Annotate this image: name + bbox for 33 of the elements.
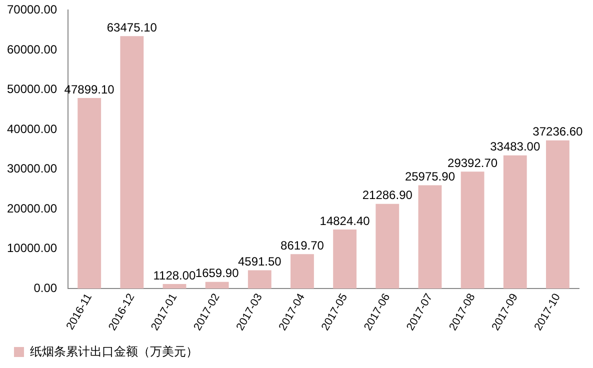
data-label: 33483.00 (490, 140, 540, 154)
data-label: 14824.40 (320, 214, 370, 228)
data-label: 21286.90 (362, 188, 413, 202)
bar (376, 204, 400, 288)
data-label: 63475.10 (106, 20, 158, 34)
data-label: 37236.60 (532, 124, 584, 139)
bar (460, 172, 484, 288)
y-tick-label: 20000.00 (6, 201, 58, 216)
y-tick-label: 60000.00 (6, 42, 58, 56)
bar (205, 282, 229, 288)
y-tick-label: 50000.00 (6, 82, 58, 96)
data-label: 4591.50 (238, 254, 282, 268)
data-label: 25975.90 (404, 170, 456, 184)
bar (120, 36, 144, 288)
data-label: 29392.70 (448, 156, 498, 170)
y-tick-label: 30000.00 (6, 162, 58, 176)
bar (248, 270, 272, 288)
data-label: 47899.10 (64, 82, 115, 96)
y-tick-label: 40000.00 (6, 122, 58, 136)
data-label: 1659.90 (195, 266, 240, 280)
bar (290, 254, 314, 288)
data-label: 1128.00 (153, 268, 196, 282)
y-tick-label: 0.00 (34, 280, 58, 295)
bar (333, 230, 357, 288)
y-tick-label: 70000.00 (6, 2, 58, 17)
legend-label: 纸烟条累计出口金额（万美元） (30, 344, 198, 358)
bar (503, 155, 527, 288)
bar (546, 140, 570, 288)
data-label: 8619.70 (280, 238, 324, 252)
bar (78, 98, 102, 288)
bar (418, 185, 442, 288)
bar (162, 284, 186, 288)
y-tick-label: 10000.00 (6, 241, 58, 256)
